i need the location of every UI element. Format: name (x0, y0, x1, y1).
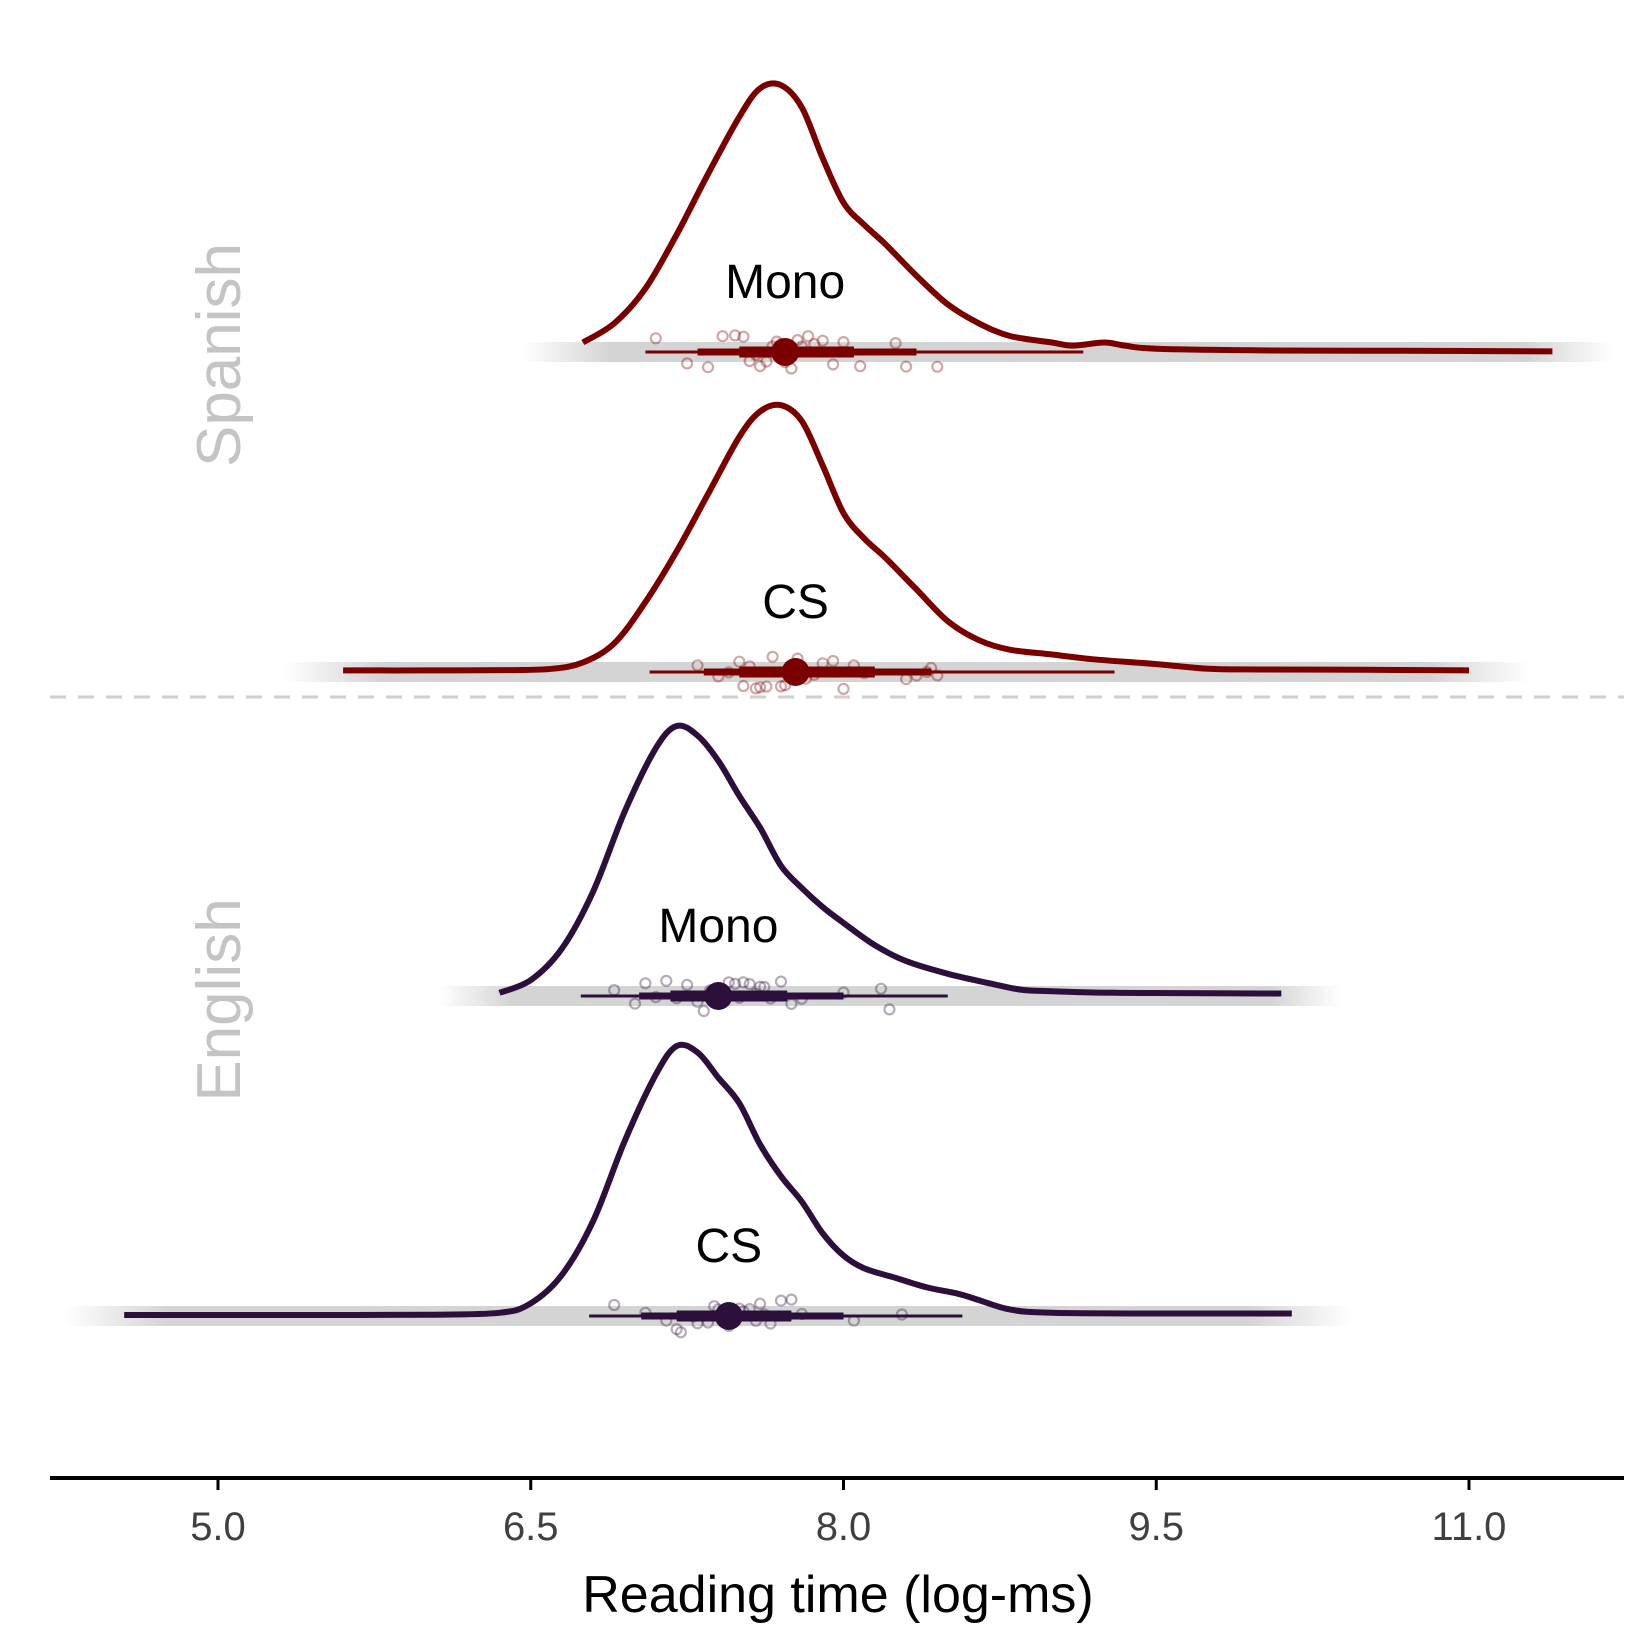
data-point-spanish-mono (737, 330, 750, 343)
mean-point-english-cs (714, 1302, 743, 1330)
x-tick-label: 8.0 (816, 1505, 872, 1549)
data-point-spanish-mono (801, 330, 815, 343)
group-label-english: English (185, 898, 254, 1101)
mean-point-spanish-cs (781, 658, 810, 686)
density-shadow-layer (64, 342, 1613, 1326)
data-point-english-mono (737, 976, 750, 989)
density-curve-spanish-cs (343, 401, 1470, 674)
data-point-english-cs (785, 1293, 798, 1306)
ridge-english-mono: Mono (498, 722, 1282, 1018)
ridge-spanish-mono: Mono (581, 80, 1553, 375)
group-label-spanish: Spanish (185, 243, 254, 467)
data-point-spanish-mono (791, 334, 804, 347)
data-point-spanish-cs (774, 680, 788, 693)
data-point-english-mono (743, 977, 756, 991)
data-point-spanish-cs (691, 659, 704, 672)
ridge-spanish-cs: CS (343, 401, 1470, 696)
x-axis-title: Reading time (log-ms) (582, 1566, 1094, 1624)
series-label-spanish-cs: CS (762, 576, 829, 629)
data-point-english-mono (883, 1003, 896, 1016)
data-point-spanish-mono (854, 360, 867, 373)
x-tick-label: 11.0 (1432, 1505, 1507, 1549)
data-point-spanish-mono (899, 360, 913, 373)
density-curve-english-mono (498, 722, 1282, 997)
density-curve-spanish-mono (581, 80, 1553, 355)
data-point-english-mono (680, 978, 694, 992)
x-tick-label: 5.0 (190, 1505, 246, 1549)
data-point-spanish-cs (931, 669, 944, 682)
data-point-english-cs (774, 1294, 788, 1307)
x-axis-ticks: 5.0 6.5 8.0 9.5 11.0 (190, 1478, 1506, 1549)
ridge-english-cs: CS (124, 1041, 1292, 1339)
data-point-spanish-mono (753, 360, 767, 373)
data-point-english-mono (639, 977, 652, 990)
series-label-english-mono: Mono (658, 900, 778, 953)
data-point-spanish-mono (826, 358, 840, 371)
x-tick-label: 6.5 (503, 1505, 559, 1549)
data-point-spanish-mono (701, 361, 715, 374)
data-point-spanish-mono (649, 332, 662, 345)
data-point-english-mono (728, 977, 742, 990)
series-label-spanish-mono: Mono (725, 256, 845, 309)
data-point-spanish-mono (716, 330, 729, 343)
data-point-spanish-mono (889, 337, 902, 350)
data-point-english-cs (670, 1323, 683, 1336)
data-point-english-cs (674, 1326, 688, 1339)
data-point-english-mono (660, 974, 673, 988)
density-curve-english-cs (124, 1041, 1292, 1319)
data-point-english-mono (697, 1004, 710, 1018)
data-point-english-mono (628, 997, 642, 1010)
data-point-spanish-cs (766, 650, 779, 663)
series-label-english-cs: CS (695, 1220, 762, 1273)
ridge-layer: Mono CS Mono CS (124, 80, 1553, 1339)
data-point-english-cs (608, 1298, 621, 1312)
data-point-spanish-cs (737, 679, 750, 693)
data-point-english-mono (874, 982, 888, 995)
data-point-spanish-cs (826, 654, 840, 668)
data-point-spanish-mono (931, 360, 944, 373)
data-point-spanish-cs (837, 682, 850, 696)
data-point-english-cs (753, 1297, 767, 1310)
data-point-spanish-mono (680, 357, 694, 370)
data-point-spanish-mono (728, 329, 742, 342)
x-tick-label: 9.5 (1128, 1505, 1184, 1549)
data-point-spanish-cs (753, 681, 767, 694)
data-point-spanish-mono (816, 334, 829, 347)
data-point-spanish-cs (760, 680, 773, 693)
mean-point-spanish-mono (771, 338, 800, 366)
data-point-english-mono (774, 975, 788, 988)
data-point-spanish-cs (749, 682, 763, 695)
mean-point-english-mono (704, 982, 733, 1010)
